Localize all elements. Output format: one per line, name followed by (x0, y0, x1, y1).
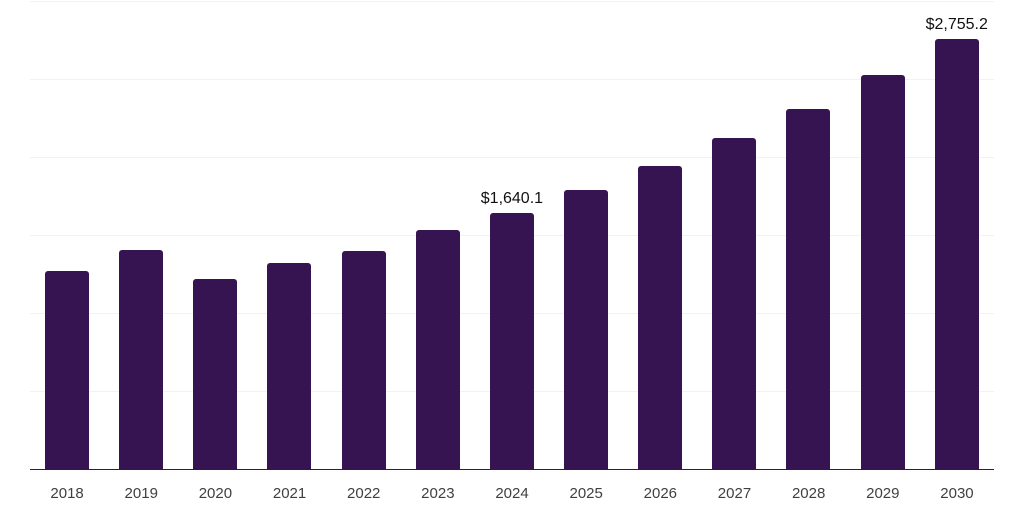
x-axis-label-2020: 2020 (198, 485, 233, 502)
bar-2021[interactable] (267, 263, 312, 469)
x-axis-label-2023: 2023 (421, 485, 455, 502)
bar-2029[interactable] (860, 75, 905, 469)
bar-slot-2028 (786, 1, 831, 469)
bar-2018[interactable] (45, 270, 90, 469)
bar-slot-2019 (119, 1, 164, 469)
bar-slot-2022 (341, 1, 386, 469)
plot-area: $1,640.1 $2,755.2 (30, 1, 994, 470)
bar-slot-2021 (267, 1, 312, 469)
x-axis-label-2029: 2029 (866, 485, 900, 502)
gridline-3000 (30, 1, 994, 2)
bar-2028[interactable] (786, 108, 831, 469)
bar-slot-2029 (860, 1, 905, 469)
x-axis-label-2027: 2027 (717, 485, 752, 502)
x-axis-label-2021: 2021 (272, 485, 307, 502)
bar-2025[interactable] (564, 189, 609, 469)
bar-2030[interactable] (934, 39, 979, 469)
bar-2019[interactable] (119, 249, 164, 469)
x-axis-label-2018: 2018 (50, 485, 84, 502)
bar-slot-2027 (712, 1, 757, 469)
bar-2027[interactable] (712, 138, 757, 469)
bar-slot-2030: $2,755.2 (926, 1, 988, 469)
x-axis-label-2019: 2019 (124, 485, 158, 502)
bar-slot-2023 (415, 1, 460, 469)
data-label-2030: $2,755.2 (925, 16, 988, 34)
bar-2022[interactable] (341, 250, 386, 469)
bar-slot-2025 (564, 1, 609, 469)
x-axis-label-2026: 2026 (643, 485, 678, 502)
bar-2020[interactable] (193, 278, 238, 469)
bar-slot-2024: $1,640.1 (481, 1, 543, 469)
bar-slot-2018 (45, 1, 90, 469)
x-axis-label-2024: 2024 (495, 485, 529, 502)
bars-group: $1,640.1 $2,755.2 (30, 1, 994, 469)
x-axis: 2018 2019 2020 2021 2022 2023 2024 2025 2026 2027… (30, 482, 994, 506)
x-axis-label-2030: 2030 (940, 485, 974, 502)
data-label-2024: $1,640.1 (480, 190, 544, 208)
bar-2024[interactable] (489, 213, 534, 469)
gridline-2500 (30, 78, 994, 80)
bar-2026[interactable] (638, 166, 683, 469)
gridline-2000 (30, 156, 994, 158)
bar-slot-2020 (193, 1, 238, 469)
bar-slot-2026 (638, 1, 683, 469)
x-axis-label-2025: 2025 (569, 485, 603, 502)
x-axis-label-2028: 2028 (791, 485, 826, 502)
x-axis-label-2022: 2022 (347, 485, 381, 502)
bar-2023[interactable] (415, 229, 460, 469)
